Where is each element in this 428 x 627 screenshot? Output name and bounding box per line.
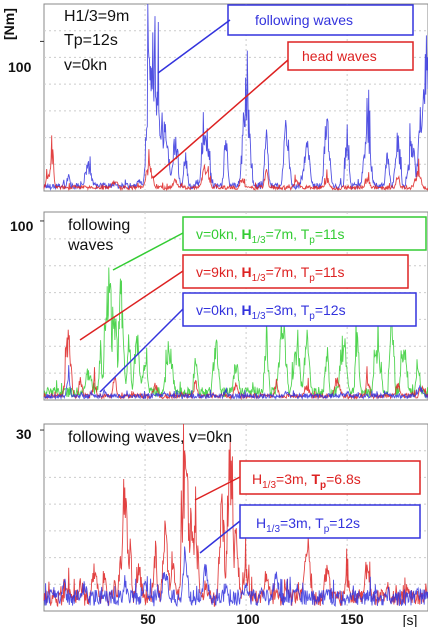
- legend-leader-blue-3: [199, 520, 241, 554]
- legend-box-red-3: [239, 460, 421, 495]
- legend-label-following-waves: following waves: [255, 12, 353, 28]
- legend-blue-3: H1/3=3m, Tp=12s: [199, 504, 421, 554]
- legend-head-waves-1: head waves: [152, 41, 414, 179]
- y-unit-label-1: [Nm]: [1, 8, 17, 40]
- annotation-following-waves-2a: following: [68, 217, 130, 234]
- legend-leader-following-waves: [157, 19, 231, 74]
- legend-box-blue-3: [239, 504, 421, 539]
- annotation-period-1: Tp=12s: [64, 32, 118, 49]
- legend-label-red-3: H1/3=3m, Tp=6.8s: [252, 471, 361, 491]
- x-tick-label-100: 100: [236, 611, 260, 627]
- legend-label-blue: v=0kn, H1/3=3m, Tp=12s: [196, 302, 346, 322]
- panel-3: 30 following waves, v=0kn H1/3=3m, Tp=6.…: [16, 423, 428, 627]
- series-line-2-3: [43, 365, 428, 401]
- y-tick-label-2: 100: [10, 218, 34, 234]
- annotation-speed-1: v=0kn: [64, 57, 107, 74]
- annotation-following-waves-2b: waves: [67, 237, 113, 254]
- annotation-following-waves-3: following waves, v=0kn: [68, 429, 232, 446]
- series-line-2-1: [43, 267, 428, 399]
- series-group-3: [43, 423, 428, 608]
- y-tick-label-1: 100: [8, 59, 32, 75]
- legend-leader-head-waves: [152, 59, 289, 179]
- legend-green-2: v=0kn, H1/3=7m, Tp=11s: [112, 216, 427, 271]
- panel-2: 100 following waves v=0kn, H1/3=7m, Tp=1…: [10, 211, 428, 401]
- series-line-1-2: [43, 135, 428, 192]
- annotation-wave-height-1: H1/3=9m: [64, 8, 129, 25]
- legend-leader-blue: [99, 308, 184, 393]
- legend-red-3: H1/3=3m, Tp=6.8s: [194, 460, 421, 501]
- x-tick-label-50: 50: [140, 611, 156, 627]
- x-tick-label-150: 150: [340, 611, 364, 627]
- legend-label-green: v=0kn, H1/3=7m, Tp=11s: [196, 226, 345, 246]
- legend-red-2: v=9kn, H1/3=7m, Tp=11s: [79, 254, 409, 341]
- series-group-1: [43, 3, 428, 192]
- legend-box-red: [182, 254, 409, 289]
- legend-leader-red-3: [194, 476, 241, 501]
- legend-box-following-waves: [227, 4, 414, 36]
- legend-label-head-waves: head waves: [302, 48, 377, 64]
- x-unit-label: [s]: [403, 612, 418, 627]
- y-tick-label-3: 30: [16, 426, 32, 442]
- legend-following-waves-1: following waves: [157, 4, 414, 74]
- panel-1: [Nm] 100 H1/3=9m Tp=12s v=0kn following …: [1, 3, 428, 192]
- legend-label-blue-3: H1/3=3m, Tp=12s: [256, 515, 360, 535]
- series-group-2: [43, 267, 428, 401]
- legend-box-head-waves: [287, 41, 414, 71]
- legend-box-green: [182, 216, 427, 251]
- legend-blue-2: v=0kn, H1/3=3m, Tp=12s: [99, 292, 417, 393]
- legend-label-red: v=9kn, H1/3=7m, Tp=11s: [196, 264, 345, 284]
- legend-box-blue: [182, 292, 417, 327]
- legend-leader-red: [79, 270, 184, 341]
- series-line-3-2: [43, 546, 428, 608]
- legend-leader-green: [112, 232, 184, 271]
